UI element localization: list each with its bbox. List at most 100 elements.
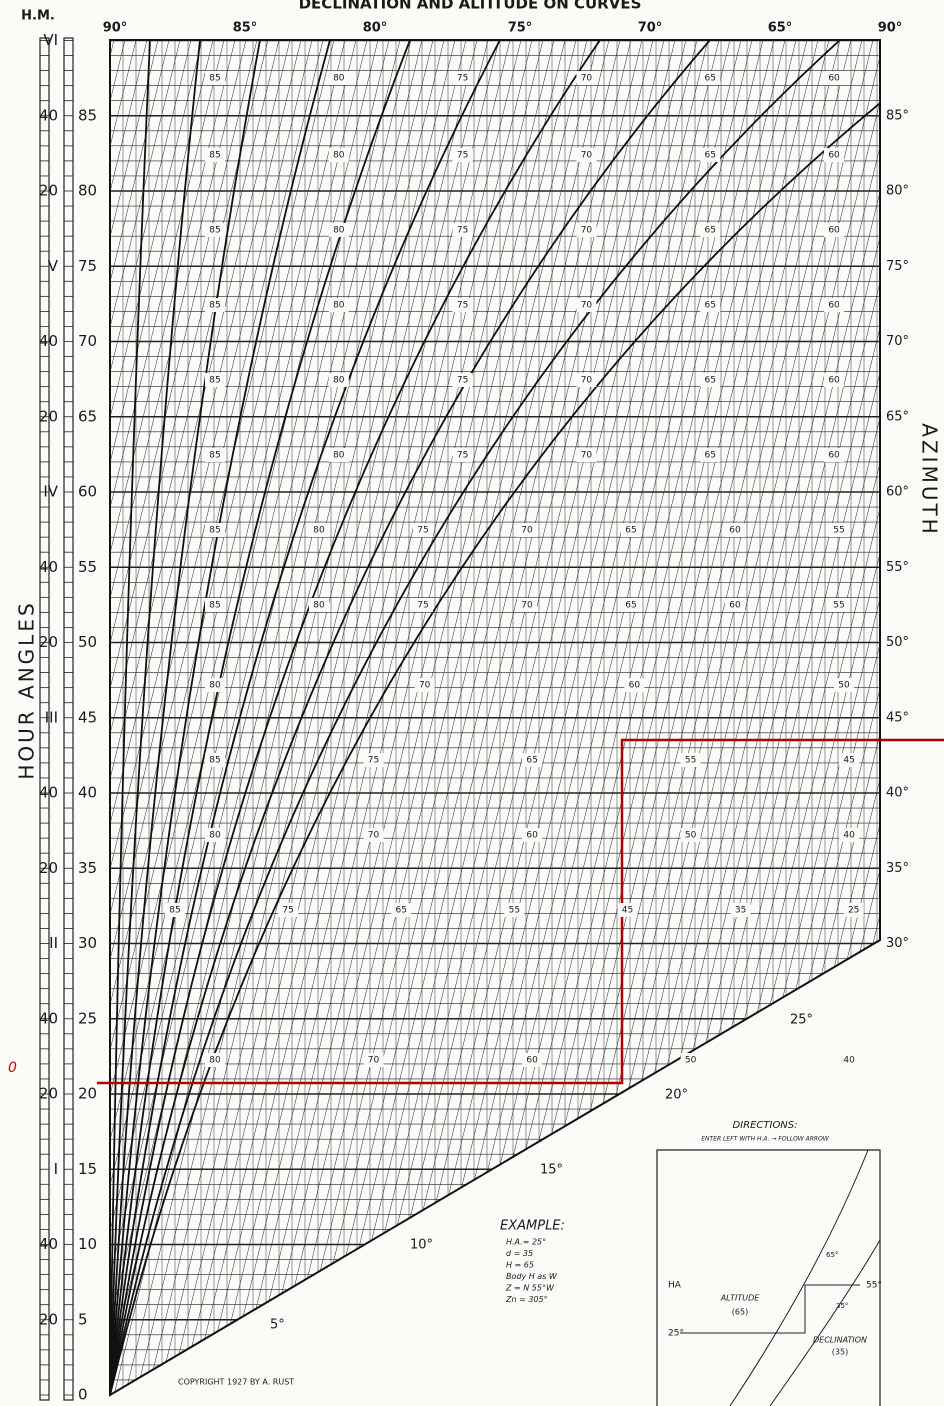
top-label: 85°	[233, 21, 258, 36]
curve-label: 85	[209, 601, 220, 611]
curve-label: 80	[209, 831, 221, 841]
hour-angles-title: HOUR ANGLES	[15, 600, 39, 779]
hour-label: 40	[39, 784, 58, 802]
hour-label: 40	[39, 1235, 58, 1253]
curve-label: 60	[729, 601, 741, 611]
hour-label: 40	[39, 106, 58, 124]
curve-label: 40	[843, 831, 855, 841]
example-line: Body H as W	[506, 1272, 558, 1281]
curve-label: 55	[833, 526, 844, 536]
curve-label: 50	[685, 1056, 697, 1066]
degree-label: 25	[78, 1009, 97, 1027]
curve-label: 25	[848, 906, 859, 916]
curve-label: 80	[333, 376, 345, 386]
degree-label: 10	[78, 1235, 97, 1253]
curve-label: 60	[526, 831, 538, 841]
directions-title: DIRECTIONS:	[732, 1120, 797, 1131]
curve-label: 80	[209, 1056, 221, 1066]
curve-label: 50	[685, 831, 697, 841]
azimuth-label: 50°	[886, 635, 909, 650]
curve-label: 80	[333, 151, 345, 161]
degree-label: 70	[78, 332, 97, 350]
curve-label: 45	[622, 906, 633, 916]
curve-label: 65	[705, 226, 716, 236]
degree-label: 50	[78, 633, 97, 651]
curve-label: 65	[705, 74, 716, 84]
title: DECLINATION AND ALTITUDE ON CURVES	[299, 0, 642, 13]
curve-label: 65	[705, 376, 716, 386]
example-line: H = 65	[506, 1261, 534, 1270]
azimuth-label: 75°	[886, 259, 909, 274]
degree-label: 85	[78, 106, 97, 124]
copyright: COPYRIGHT 1927 BY A. RUST	[178, 1378, 294, 1387]
base-label: 5°	[270, 1318, 285, 1333]
degree-label: 30	[78, 934, 97, 952]
directions-declination-value: (35)	[832, 1348, 848, 1357]
curve-label: 85	[209, 451, 220, 461]
curve-label: 50	[838, 681, 850, 691]
degree-label: 20	[78, 1085, 97, 1103]
curve-label: 70	[581, 151, 593, 161]
curve-label: 80	[333, 74, 345, 84]
curve-label: 65	[526, 756, 537, 766]
curve-label: 70	[521, 526, 533, 536]
directions-instruction: ENTER LEFT WITH H.A. → FOLLOW ARROW	[701, 1136, 830, 1143]
azimuth-title: AZIMUTH	[918, 423, 942, 536]
directions-declination: DECLINATION	[813, 1336, 867, 1345]
degree-label: 35	[78, 859, 97, 877]
directions-curve-a: 65°	[826, 1251, 838, 1259]
directions-box: DIRECTIONS: ENTER LEFT WITH H.A. → FOLLO…	[650, 1120, 882, 1406]
curve-label: 85	[209, 301, 220, 311]
top-label: 90°	[878, 21, 903, 36]
hour-label: 20	[39, 1310, 58, 1328]
degree-label: 65	[78, 407, 97, 425]
hour-label: V	[48, 257, 59, 275]
directions-altitude-value: (65)	[732, 1308, 748, 1317]
curve-label: 85	[209, 151, 220, 161]
curve-label: 60	[828, 226, 840, 236]
curve-label: 60	[828, 451, 840, 461]
curve-label: 80	[209, 681, 221, 691]
azimuth-label: 70°	[886, 334, 909, 349]
base-label: 25°	[790, 1013, 813, 1028]
curve-label: 55	[509, 906, 520, 916]
hour-label: 20	[39, 1085, 58, 1103]
curve-label: 85	[209, 226, 220, 236]
curve-label: 75	[457, 151, 468, 161]
curve-label: 85	[209, 526, 220, 536]
curve-label: 65	[625, 601, 636, 611]
curve-label: 60	[629, 681, 641, 691]
curve-label: 70	[368, 1056, 380, 1066]
hour-label: 20	[39, 859, 58, 877]
curve-label: 65	[705, 451, 716, 461]
curve-label: 75	[457, 74, 468, 84]
degree-label: 40	[78, 784, 97, 802]
curve-label: 85	[209, 376, 220, 386]
curve-label: 80	[333, 451, 345, 461]
curve-label: 75	[417, 526, 428, 536]
curve-label: 80	[313, 601, 325, 611]
hour-label: 20	[39, 633, 58, 651]
curve-label: 85	[209, 756, 220, 766]
hour-label: IV	[43, 483, 58, 501]
curve-label: 75	[368, 756, 379, 766]
hour-label: 40	[39, 1009, 58, 1027]
marker-label: 0	[8, 1060, 17, 1076]
base-label: 15°	[540, 1163, 563, 1178]
example-line: Zn = 305°	[505, 1295, 548, 1304]
directions-ha-value: 25°	[668, 1329, 684, 1339]
curve-label: 75	[457, 451, 468, 461]
curve-label: 60	[729, 526, 741, 536]
top-label: 65°	[768, 21, 793, 36]
curve-label: 75	[457, 226, 468, 236]
curve-label: 70	[581, 301, 593, 311]
azimuth-label: 85°	[886, 108, 909, 123]
curve-label: 65	[396, 906, 407, 916]
top-label: 70°	[638, 21, 663, 36]
diagram: DECLINATION AND ALTITUDE ON CURVES H.M. …	[0, 0, 944, 1406]
curve-label: 55	[685, 756, 696, 766]
curve-label: 35	[735, 906, 746, 916]
top-label: 90°	[103, 21, 128, 36]
azimuth-label: 55°	[886, 560, 909, 575]
curve-label: 75	[457, 301, 468, 311]
